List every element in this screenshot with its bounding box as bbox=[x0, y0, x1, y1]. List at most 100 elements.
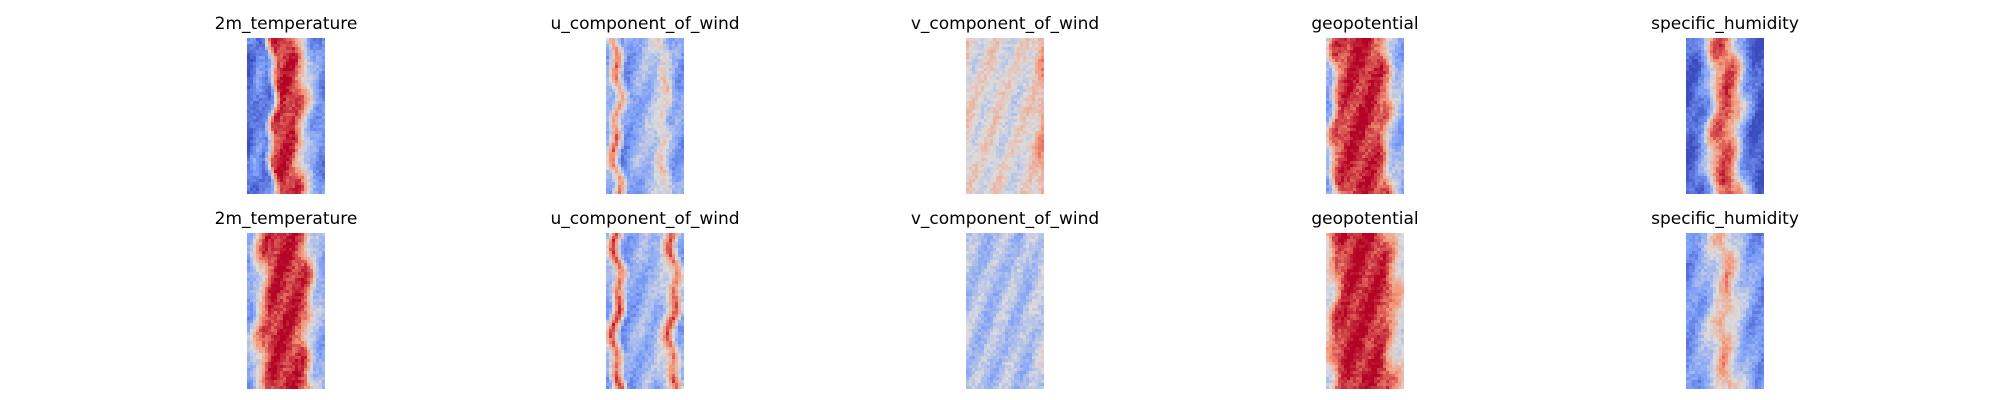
heatmap-cell bbox=[1335, 50, 1339, 54]
heatmap-cell bbox=[247, 71, 251, 75]
heatmap-cell bbox=[277, 188, 281, 192]
heatmap-cell bbox=[621, 68, 625, 72]
heatmap-cell bbox=[1389, 125, 1393, 129]
heatmap-cell bbox=[648, 191, 652, 194]
heatmap-cell bbox=[645, 44, 649, 48]
heatmap-cell bbox=[678, 173, 682, 177]
heatmap-cell bbox=[654, 83, 658, 87]
heatmap-cell bbox=[1014, 125, 1018, 129]
heatmap-cell bbox=[274, 164, 278, 168]
heatmap-cell bbox=[274, 92, 278, 96]
heatmap-cell bbox=[1401, 56, 1404, 60]
heatmap-cell bbox=[618, 44, 622, 48]
heatmap-cell bbox=[292, 68, 296, 72]
heatmap-cell bbox=[1023, 155, 1027, 159]
heatmap-cell bbox=[642, 65, 646, 69]
heatmap-cell bbox=[1359, 44, 1363, 48]
heatmap-cell bbox=[1389, 107, 1393, 111]
heatmap-cell bbox=[1011, 65, 1015, 69]
heatmap-cell bbox=[1041, 56, 1044, 60]
heatmap-cell bbox=[612, 38, 616, 42]
heatmap-cell bbox=[975, 137, 979, 141]
heatmap-cell bbox=[681, 152, 684, 156]
heatmap-cell bbox=[663, 77, 667, 81]
heatmap-cell bbox=[1392, 44, 1396, 48]
heatmap-cell bbox=[624, 89, 628, 93]
heatmap-cell bbox=[280, 110, 284, 114]
heatmap-cell bbox=[1392, 140, 1396, 144]
heatmap-cell bbox=[262, 92, 266, 96]
heatmap-cell bbox=[975, 74, 979, 78]
heatmap-cell bbox=[289, 38, 293, 42]
heatmap-cell bbox=[322, 122, 325, 126]
heatmap-cell bbox=[1026, 50, 1030, 54]
heatmap-cell bbox=[654, 80, 658, 84]
heatmap-cell bbox=[645, 140, 649, 144]
heatmap-cell bbox=[259, 143, 263, 147]
heatmap-cell bbox=[1023, 143, 1027, 147]
heatmap-cell bbox=[1386, 68, 1390, 72]
heatmap-cell bbox=[1002, 179, 1006, 183]
heatmap-cell bbox=[1017, 68, 1021, 72]
heatmap-cell bbox=[259, 86, 263, 90]
heatmap-cell bbox=[1032, 140, 1036, 144]
heatmap-cell bbox=[1371, 113, 1375, 117]
heatmap-cell bbox=[280, 56, 284, 60]
heatmap-cell bbox=[972, 119, 976, 123]
heatmap-cell bbox=[627, 164, 631, 168]
heatmap-cell bbox=[657, 131, 661, 135]
heatmap-cell bbox=[633, 158, 637, 162]
heatmap-cell bbox=[636, 188, 640, 192]
heatmap-cell bbox=[1368, 116, 1372, 120]
heatmap-cell bbox=[999, 56, 1003, 60]
heatmap-cell bbox=[993, 107, 997, 111]
heatmap-cell bbox=[666, 149, 670, 153]
heatmap-cell bbox=[283, 80, 287, 84]
heatmap-cell bbox=[642, 173, 646, 177]
heatmap-cell bbox=[678, 65, 682, 69]
heatmap-cell bbox=[253, 173, 257, 177]
heatmap-cell bbox=[1353, 134, 1357, 138]
heatmap-cell bbox=[1029, 74, 1033, 78]
heatmap-cell bbox=[1014, 110, 1018, 114]
heatmap-cell bbox=[259, 152, 263, 156]
heatmap-cell bbox=[292, 104, 296, 108]
heatmap-cell bbox=[1383, 137, 1387, 141]
heatmap-cell bbox=[654, 101, 658, 105]
heatmap-cell bbox=[250, 191, 254, 194]
heatmap-cell bbox=[298, 95, 302, 99]
heatmap-cell bbox=[256, 110, 260, 114]
heatmap-cell bbox=[1041, 134, 1044, 138]
heatmap-cell bbox=[996, 122, 1000, 126]
heatmap-cell bbox=[990, 62, 994, 66]
heatmap-cell bbox=[681, 95, 684, 99]
heatmap-cell bbox=[277, 68, 281, 72]
heatmap-cell bbox=[1029, 107, 1033, 111]
heatmap-cell bbox=[1023, 68, 1027, 72]
heatmap-cell bbox=[1353, 101, 1357, 105]
heatmap-cell bbox=[678, 134, 682, 138]
heatmap-cell bbox=[1401, 83, 1404, 87]
heatmap-cell bbox=[981, 44, 985, 48]
heatmap-cell bbox=[996, 53, 1000, 57]
heatmap-cell bbox=[672, 143, 676, 147]
heatmap-cell bbox=[1356, 107, 1360, 111]
heatmap-cell bbox=[1365, 119, 1369, 123]
heatmap-cell bbox=[1005, 191, 1009, 194]
heatmap-cell bbox=[1371, 95, 1375, 99]
heatmap-cell bbox=[981, 146, 985, 150]
heatmap-cell bbox=[969, 167, 973, 171]
heatmap-cell bbox=[663, 185, 667, 189]
heatmap-cell bbox=[636, 95, 640, 99]
heatmap-cell bbox=[627, 89, 631, 93]
heatmap-cell bbox=[1005, 74, 1009, 78]
heatmap-cell bbox=[310, 86, 314, 90]
heatmap-cell bbox=[1329, 89, 1333, 93]
heatmap-cell bbox=[606, 77, 610, 81]
heatmap-cell bbox=[648, 188, 652, 192]
heatmap-cell bbox=[975, 122, 979, 126]
heatmap-cell bbox=[657, 104, 661, 108]
heatmap-cell bbox=[966, 89, 970, 93]
heatmap-cell bbox=[1389, 134, 1393, 138]
heatmap-cell bbox=[660, 185, 664, 189]
